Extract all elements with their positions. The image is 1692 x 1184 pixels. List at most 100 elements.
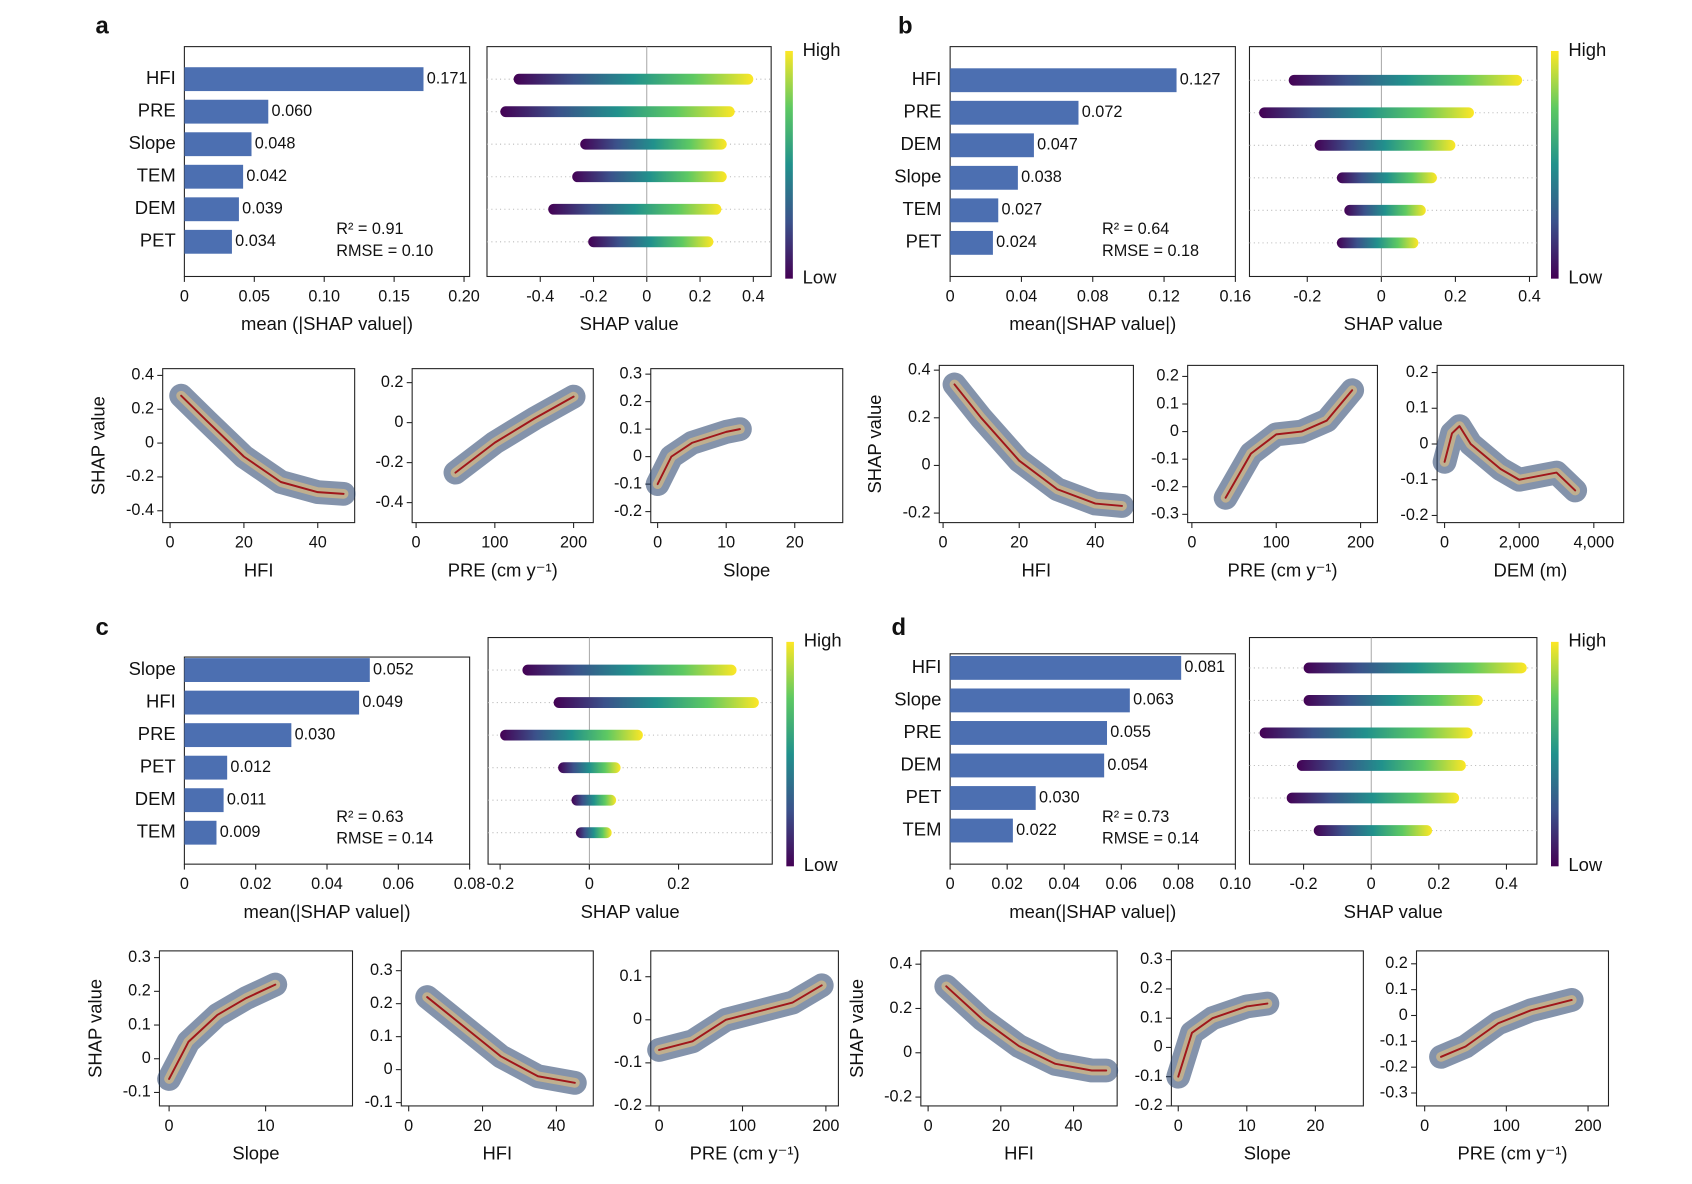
- shap-spread: [571, 794, 617, 806]
- panel-label: d: [892, 614, 907, 641]
- y-tick-label: 0.2: [128, 982, 151, 1000]
- value-label: 0.039: [242, 200, 283, 218]
- category-label: TEM: [137, 165, 176, 186]
- shap-spread: [588, 236, 714, 248]
- shap-spread: [1336, 172, 1437, 184]
- y-tick-label: 0: [1154, 1038, 1163, 1056]
- shap-spread: [558, 762, 621, 774]
- shap-spread: [1303, 695, 1483, 706]
- value-label: 0.034: [235, 232, 276, 250]
- x-tick-label: 0: [924, 1117, 933, 1135]
- fit-line: [454, 395, 575, 474]
- x-axis-label: mean (|SHAP value|): [241, 313, 413, 334]
- shap-spread: [580, 138, 727, 150]
- shap-spread: [1259, 727, 1473, 739]
- bar: [950, 100, 1079, 125]
- y-tick-label: 0.3: [128, 948, 151, 966]
- x-tick-label: 10: [1238, 1117, 1256, 1135]
- category-label: PET: [140, 756, 176, 777]
- y-tick-label: 0.2: [131, 400, 154, 418]
- x-axis-label: HFI: [244, 559, 274, 580]
- value-label: 0.055: [1110, 723, 1151, 741]
- x-tick-label: -0.2: [1290, 875, 1318, 893]
- point-cloud: [934, 974, 1119, 1083]
- category-label: Slope: [894, 166, 941, 187]
- y-tick-label: -0.4: [375, 493, 403, 511]
- value-label: 0.024: [996, 233, 1037, 251]
- fit-line: [1224, 389, 1354, 499]
- category-label: PET: [140, 230, 176, 251]
- value-label: 0.042: [246, 167, 287, 185]
- value-label: 0.072: [1082, 103, 1123, 121]
- value-label: 0.127: [1180, 71, 1221, 89]
- y-tick-label: -0.1: [1380, 1032, 1408, 1050]
- shap-spread: [553, 697, 759, 709]
- y-tick-label: 0: [633, 447, 642, 465]
- fit-line: [168, 983, 277, 1080]
- x-tick-label: 0.10: [308, 287, 340, 305]
- y-tick-label: -0.1: [123, 1083, 151, 1101]
- plot-frame: [1248, 636, 1538, 865]
- bar: [950, 133, 1034, 158]
- fit-line: [658, 984, 823, 1051]
- annotation: R² = 0.73: [1102, 808, 1169, 826]
- y-tick-label: 0: [922, 456, 931, 474]
- category-label: HFI: [146, 690, 176, 711]
- bar: [184, 690, 360, 715]
- y-tick-label: -0.2: [1380, 1057, 1408, 1075]
- y-tick-label: -0.2: [884, 1087, 912, 1105]
- category-label: TEM: [903, 818, 942, 839]
- x-tick-label: -0.2: [486, 875, 514, 893]
- x-tick-label: 0: [412, 534, 421, 552]
- shap-spread: [1314, 139, 1456, 151]
- value-label: 0.081: [1184, 658, 1225, 676]
- y-tick-label: -0.3: [1380, 1083, 1408, 1101]
- x-axis-label: SHAP value: [581, 901, 680, 922]
- annotation: RMSE = 0.14: [336, 830, 433, 848]
- y-tick-label: 0.1: [128, 1015, 151, 1033]
- bar: [950, 786, 1036, 810]
- y-tick-label: 0: [1399, 1006, 1408, 1024]
- fit-line: [1440, 999, 1573, 1058]
- annotation: RMSE = 0.14: [1102, 830, 1199, 848]
- bar: [184, 820, 217, 845]
- y-tick-label: 0: [1419, 434, 1428, 452]
- x-tick-label: 0.06: [383, 875, 415, 893]
- x-tick-label: 100: [1493, 1117, 1520, 1135]
- category-label: PRE: [904, 101, 942, 122]
- x-axis-label: HFI: [1022, 559, 1052, 580]
- y-tick-label: 0.2: [381, 373, 404, 391]
- value-label: 0.060: [272, 102, 313, 120]
- colorbar-high: High: [804, 630, 842, 651]
- bar: [184, 658, 370, 682]
- fit-line: [953, 383, 1123, 507]
- shap-spread: [1286, 792, 1460, 804]
- value-label: 0.012: [230, 758, 271, 776]
- x-tick-label: -0.4: [526, 287, 554, 305]
- value-label: 0.054: [1107, 756, 1148, 774]
- x-tick-label: 0: [653, 534, 662, 552]
- x-axis-label: HFI: [1004, 1143, 1034, 1164]
- y-tick-label: 0.1: [619, 419, 642, 437]
- category-label: HFI: [146, 67, 176, 88]
- shap-spread: [522, 664, 737, 676]
- y-tick-label: 0: [633, 1010, 642, 1028]
- x-axis-label: PRE (cm y⁻¹): [448, 559, 558, 580]
- x-tick-label: 40: [547, 1117, 565, 1135]
- x-tick-label: 0.04: [311, 875, 343, 893]
- x-axis-label: Slope: [723, 559, 770, 580]
- fit-line: [180, 394, 345, 495]
- x-tick-label: 0: [1377, 287, 1386, 305]
- bar: [184, 67, 424, 92]
- x-axis-label: SHAP value: [580, 313, 679, 334]
- x-tick-label: 0: [642, 287, 651, 305]
- value-label: 0.030: [1039, 788, 1080, 806]
- x-tick-label: 0: [1174, 1117, 1183, 1135]
- bar: [184, 197, 239, 222]
- y-tick-label: 0.1: [619, 967, 642, 985]
- plot-frame: [938, 364, 1134, 524]
- plot-frame: [1415, 950, 1610, 1107]
- x-tick-label: 20: [473, 1117, 491, 1135]
- y-tick-label: 0.2: [1385, 954, 1408, 972]
